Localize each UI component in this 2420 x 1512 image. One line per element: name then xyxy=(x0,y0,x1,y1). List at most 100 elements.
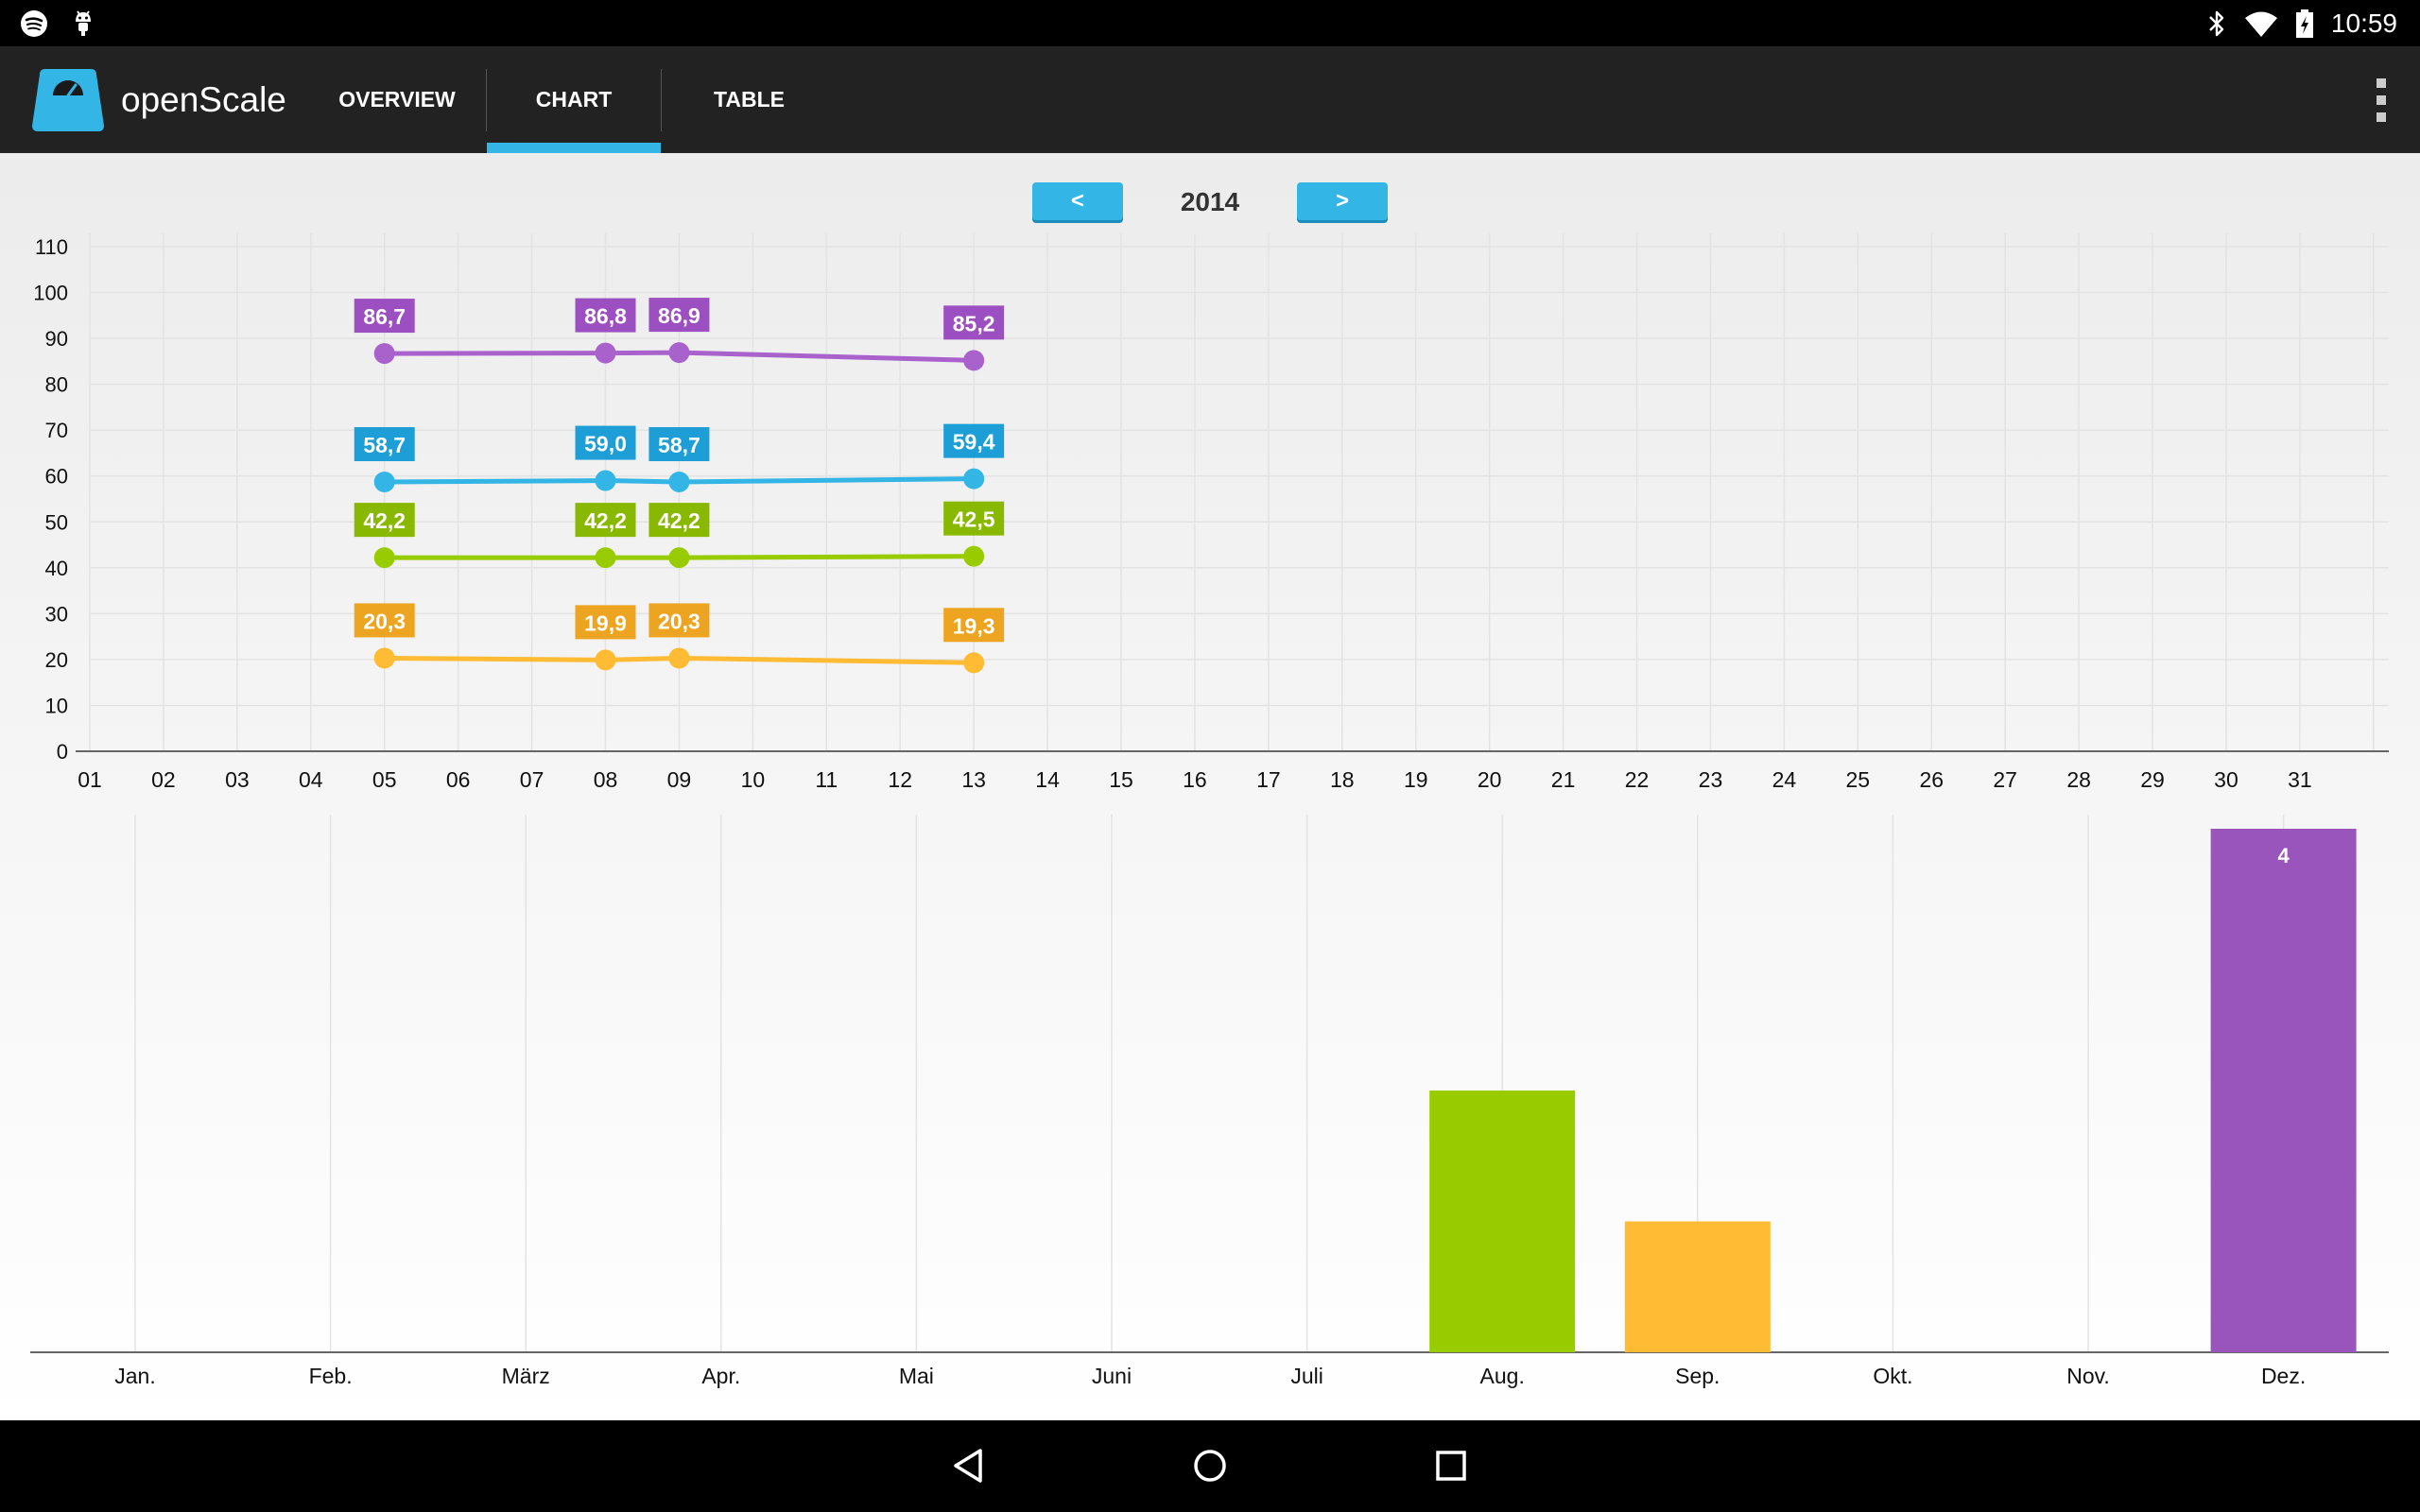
tab-table-label: TABLE xyxy=(714,87,785,112)
data-label-bg xyxy=(575,503,636,538)
data-label: 59,0 xyxy=(584,432,627,456)
x-tick-label: 20 xyxy=(1478,767,1502,792)
x-tick-label: 05 xyxy=(372,767,397,792)
x-tick-label: Dez. xyxy=(2261,1364,2306,1388)
series-line xyxy=(384,476,975,485)
daily-line-chart[interactable]: 0 10 20 30 40 50 60 70 80 90 100 110 01 02 03 04 05 06 07 0… xyxy=(0,153,2420,815)
x-tick-label: 22 xyxy=(1625,767,1650,792)
data-label-bg xyxy=(648,503,710,538)
app-icon xyxy=(32,69,104,131)
data-point xyxy=(373,547,395,569)
tab-chart-label: CHART xyxy=(535,87,613,112)
y-tick-label: 60 xyxy=(45,465,68,489)
data-label: 19,3 xyxy=(953,613,995,638)
x-tick-label: Feb. xyxy=(309,1364,353,1388)
status-bar: 10:59 xyxy=(0,0,2420,46)
x-tick-label: 04 xyxy=(299,767,323,792)
data-label-bg xyxy=(943,305,1005,340)
data-point xyxy=(595,649,616,671)
data-label-bg xyxy=(354,299,415,334)
bar-value-label: 4 xyxy=(2277,844,2290,868)
x-tick-label: Juni xyxy=(1092,1364,1132,1388)
y-tick-label: 30 xyxy=(45,602,68,626)
x-tick-label: Nov. xyxy=(2066,1364,2110,1388)
x-tick-label: 23 xyxy=(1699,767,1723,792)
bar xyxy=(1429,1091,1576,1352)
app-title: openScale xyxy=(121,80,286,119)
data-point xyxy=(963,545,985,567)
data-label: 42,2 xyxy=(584,508,627,533)
data-label: 58,7 xyxy=(363,433,406,457)
x-tick-label: 29 xyxy=(2140,767,2165,792)
y-tick-label: 80 xyxy=(45,373,68,397)
next-year-button[interactable]: > xyxy=(1297,182,1388,220)
data-point xyxy=(963,652,985,674)
home-icon[interactable] xyxy=(1191,1447,1229,1485)
y-tick-label: 100 xyxy=(33,282,68,305)
spotify-icon xyxy=(21,10,47,37)
recent-apps-icon[interactable] xyxy=(1432,1447,1470,1485)
data-label: 85,2 xyxy=(953,311,995,335)
x-tick-label: 13 xyxy=(961,767,986,792)
x-tick-label: 07 xyxy=(520,767,544,792)
data-label-bg xyxy=(648,427,710,462)
x-tick-label: 09 xyxy=(667,767,692,792)
bar xyxy=(1624,1221,1771,1352)
x-tick-label: 16 xyxy=(1183,767,1207,792)
x-tick-label: 17 xyxy=(1256,767,1281,792)
y-tick-label: 70 xyxy=(45,419,68,442)
previous-year-button[interactable]: < xyxy=(1032,182,1123,220)
x-tick-label: 14 xyxy=(1035,767,1060,792)
tab-overview-label: OVERVIEW xyxy=(338,87,456,112)
wifi-icon xyxy=(2244,11,2277,37)
tab-overview[interactable]: OVERVIEW xyxy=(326,46,468,153)
series-line xyxy=(384,554,975,560)
data-label: 86,7 xyxy=(363,304,406,329)
data-label-bg xyxy=(575,298,636,333)
x-tick-label: Okt. xyxy=(1873,1364,1912,1388)
tab-table[interactable]: TABLE xyxy=(671,46,827,153)
data-label-bg xyxy=(354,427,415,462)
y-tick-label: 0 xyxy=(57,740,68,764)
year-label: 2014 xyxy=(1180,187,1240,216)
data-label: 58,7 xyxy=(658,433,700,457)
x-tick-label: 12 xyxy=(888,767,912,792)
x-tick-label: 25 xyxy=(1846,767,1871,792)
monthly-bar-chart[interactable]: Jan. Feb. März Apr. Mai Juni Juli Aug. Sep. Okt. N… xyxy=(0,815,2420,1419)
x-tick-label: Mai xyxy=(899,1364,934,1388)
action-bar: openScale OVERVIEW CHART TABLE xyxy=(0,46,2420,153)
x-tick-label: Juli xyxy=(1290,1364,1323,1388)
data-point xyxy=(668,547,690,569)
data-label: 42,5 xyxy=(953,507,995,532)
y-tick-label: 20 xyxy=(45,648,68,672)
data-point xyxy=(373,472,395,493)
overflow-menu-icon[interactable] xyxy=(2375,78,2388,122)
data-label: 59,4 xyxy=(953,430,995,455)
data-label: 20,3 xyxy=(658,609,700,633)
tab-divider xyxy=(486,69,487,131)
back-icon[interactable] xyxy=(950,1447,988,1485)
data-point xyxy=(668,472,690,493)
tab-chart[interactable]: CHART xyxy=(487,46,661,153)
x-tick-label: 11 xyxy=(815,767,838,792)
data-label-bg xyxy=(575,425,636,460)
data-label: 86,9 xyxy=(658,303,700,328)
x-tick-label: 10 xyxy=(741,767,766,792)
data-label-bg xyxy=(943,608,1005,643)
data-label-bg xyxy=(648,603,710,638)
series-line xyxy=(384,350,975,363)
battery-charging-icon xyxy=(2295,9,2313,38)
system-navigation-bar xyxy=(0,1420,2420,1512)
data-label: 86,8 xyxy=(584,304,627,329)
data-label: 19,9 xyxy=(584,610,627,635)
data-point xyxy=(595,470,616,491)
x-tick-label: 03 xyxy=(225,767,250,792)
x-tick-label: 26 xyxy=(1919,767,1944,792)
android-debug-icon xyxy=(76,10,91,36)
series-line xyxy=(384,655,975,665)
x-tick-label: 15 xyxy=(1109,767,1133,792)
data-point xyxy=(668,342,690,364)
x-tick-label: 21 xyxy=(1551,767,1576,792)
data-point xyxy=(373,647,395,669)
data-label-bg xyxy=(354,603,415,638)
